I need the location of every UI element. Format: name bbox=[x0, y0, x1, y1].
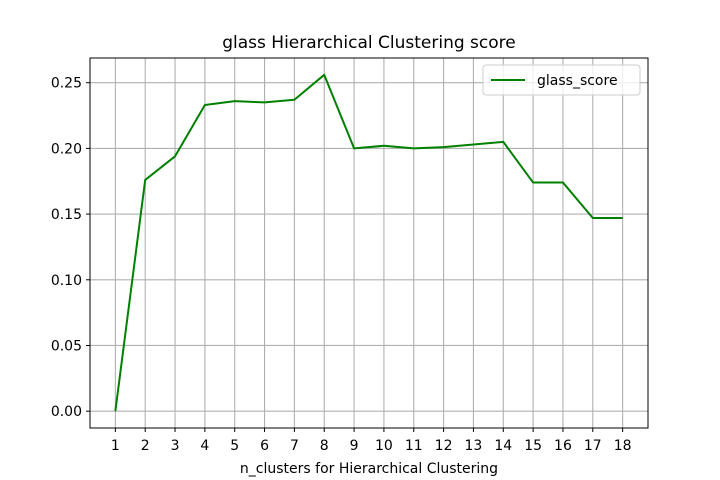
y-tick-label: 0.10 bbox=[51, 273, 82, 289]
x-tick-label: 9 bbox=[350, 438, 359, 454]
x-tick-label: 13 bbox=[465, 438, 483, 454]
y-tick-label: 0.25 bbox=[51, 76, 82, 92]
axis-ticks: 1 2 3 4 5 6 7 8 9 10 11 12 13 14 15 16 17 180.000.050.100… bbox=[51, 76, 632, 454]
axes-frame bbox=[89, 57, 649, 429]
x-tick-label: 10 bbox=[375, 438, 393, 454]
y-tick-label: 0.05 bbox=[51, 338, 82, 354]
x-tick-label: 1 bbox=[111, 438, 120, 454]
y-tick-label: 0.15 bbox=[51, 207, 82, 223]
grid bbox=[90, 58, 648, 428]
legend: glass_score bbox=[482, 64, 641, 96]
x-tick-label: 11 bbox=[405, 438, 423, 454]
x-tick-label: 18 bbox=[614, 438, 632, 454]
y-tick-label: 0.20 bbox=[51, 141, 82, 157]
x-tick-label: 5 bbox=[230, 438, 239, 454]
x-tick-label: 2 bbox=[141, 438, 150, 454]
y-tick-label: 0.00 bbox=[51, 404, 82, 420]
x-tick-label: 12 bbox=[435, 438, 453, 454]
x-tick-label: 4 bbox=[200, 438, 209, 454]
x-axis-label: n_clusters for Hierarchical Clustering bbox=[240, 461, 498, 477]
series-line-glass-score bbox=[114, 73, 623, 412]
chart-title: glass Hierarchical Clustering score bbox=[222, 33, 515, 53]
x-tick-label: 17 bbox=[584, 438, 602, 454]
legend-box bbox=[482, 64, 641, 96]
legend-label-glass-score: glass_score bbox=[537, 73, 618, 89]
x-tick-label: 8 bbox=[320, 438, 329, 454]
plot-area bbox=[114, 73, 623, 412]
x-tick-label: 14 bbox=[494, 438, 512, 454]
x-tick-label: 15 bbox=[524, 438, 542, 454]
x-tick-label: 7 bbox=[290, 438, 299, 454]
x-tick-label: 3 bbox=[171, 438, 180, 454]
x-tick-label: 6 bbox=[260, 438, 269, 454]
x-tick-label: 16 bbox=[554, 438, 572, 454]
